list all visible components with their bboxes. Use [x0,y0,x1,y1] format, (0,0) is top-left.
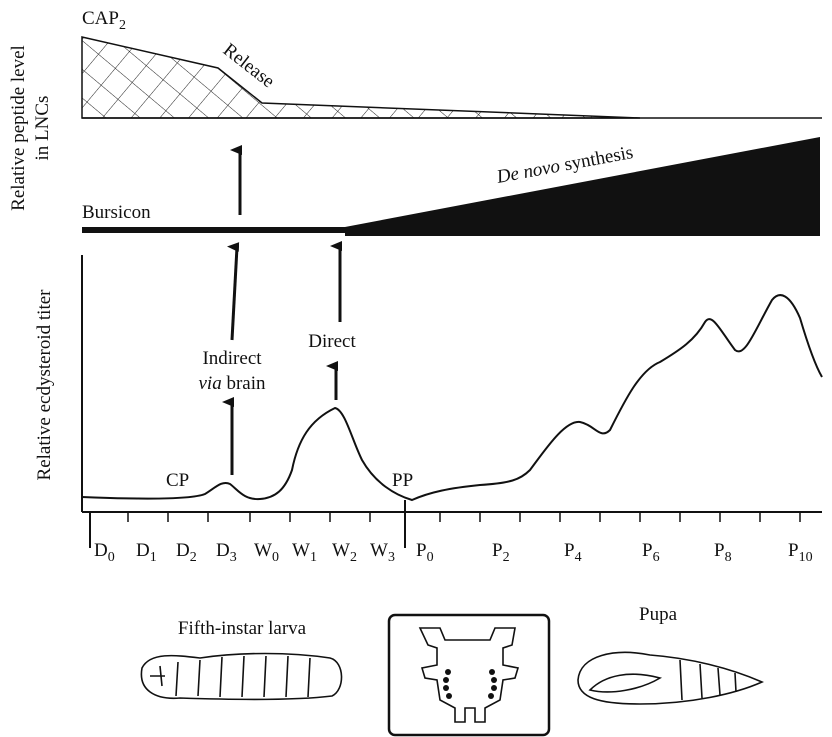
indirect-label: Indirect [202,348,262,369]
x-tick-label-sub: 2 [503,550,510,565]
x-tick-label-base: D [216,540,230,561]
peptide-y-label: Relative peptide level in LNCs [8,45,53,211]
x-tick-label-sub: 1 [310,550,317,565]
pupa-drawing [577,651,764,705]
x-tick-label: D0 [94,540,115,565]
x-tick-label-base: P [492,540,503,561]
x-tick-label-sub: 0 [108,550,115,565]
x-tick-label: W1 [292,540,317,565]
ecdysteroid-y-label: Relative ecdysteroid titer [34,289,55,481]
x-tick-label-sub: 2 [190,550,197,565]
direct-label: Direct [308,331,356,352]
x-tick-label: P10 [788,540,813,565]
x-tick-label-base: W [370,540,388,561]
x-tick-label: P0 [416,540,434,565]
x-tick-label: W0 [254,540,279,565]
x-tick-label: P8 [714,540,732,565]
x-tick-label-sub: 0 [427,550,434,565]
x-tick-label-base: D [176,540,190,561]
indirect-via-label: via brain [198,373,266,394]
x-tick-label: D3 [216,540,237,565]
pupa-label: Pupa [639,604,678,625]
cap-label: CAP2 [82,8,126,33]
x-tick-label: D2 [176,540,197,565]
arrows [222,145,342,475]
x-tick-label-base: P [416,540,427,561]
ecdysteroid-curve [81,294,823,502]
bursicon-label: Bursicon [82,202,151,223]
ganglion-drawing [418,627,520,723]
x-ticks [127,512,801,522]
bursicon-line [82,227,347,233]
x-labels: D0 D1 D2 D3 W0 W1 W2 W3 P0 P2 P4 P6 P8 P10 [94,540,813,565]
x-tick-label: W3 [370,540,395,565]
x-tick-label-base: P [714,540,725,561]
x-tick-label-base: D [136,540,150,561]
x-tick-label-sub: 8 [725,550,732,565]
x-tick-label-base: P [642,540,653,561]
x-tick-label: P4 [564,540,582,565]
x-tick-label-sub: 1 [150,550,157,565]
x-tick-label-base: D [94,540,108,561]
x-tick-label-base: W [292,540,310,561]
ganglion-box [387,613,551,737]
bursicon-synthesis [345,137,820,236]
x-tick-label-sub: 3 [230,550,237,565]
x-tick-label-sub: 2 [350,550,357,565]
cp-label: CP [166,470,189,491]
x-tick-label-base: W [332,540,350,561]
x-tick-label: P2 [492,540,510,565]
larva-label: Fifth-instar larva [178,618,307,639]
x-tick-label-sub: 4 [575,550,582,565]
larva-drawing [140,652,343,701]
x-tick-label-base: P [788,540,799,561]
cap-area [81,36,641,119]
x-tick-label: W2 [332,540,357,565]
x-tick-label: P6 [642,540,660,565]
x-tick-label: D1 [136,540,157,565]
x-tick-label-base: W [254,540,272,561]
pp-label: PP [392,470,413,491]
x-tick-label-sub: 3 [388,550,395,565]
x-tick-label-sub: 6 [653,550,660,565]
x-tick-label-base: P [564,540,575,561]
x-tick-label-sub: 0 [272,550,279,565]
ganglion-cells [443,669,497,699]
x-tick-label-sub: 10 [799,550,813,565]
